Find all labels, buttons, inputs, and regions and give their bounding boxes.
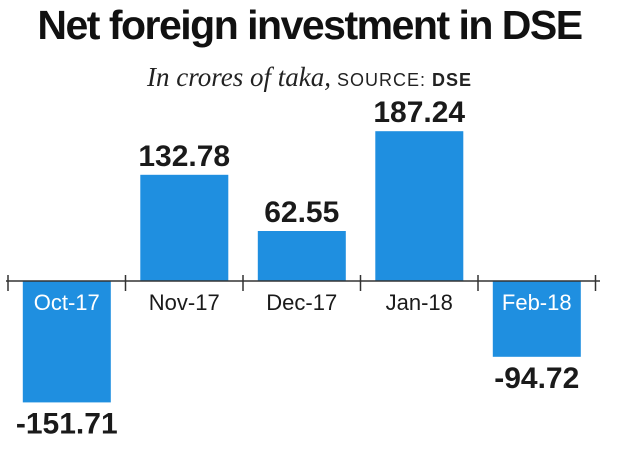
data-label: 62.55 <box>264 196 339 229</box>
x-tick-label: Oct-17 <box>34 290 100 315</box>
source-name: DSE <box>431 70 472 90</box>
data-label: 132.78 <box>138 140 230 173</box>
bar-nov-17 <box>140 174 229 281</box>
bar-dec-17 <box>257 231 346 281</box>
source-prefix: SOURCE: <box>336 70 426 90</box>
x-tick-label: Dec-17 <box>266 290 337 315</box>
data-label: 187.24 <box>373 96 465 129</box>
bar-jan-18 <box>375 131 464 281</box>
subtitle-units: In crores of taka, <box>146 62 331 92</box>
data-label: -151.71 <box>16 407 118 440</box>
x-tick-label: Feb-18 <box>502 290 572 315</box>
chart-title: Net foreign investment in DSE <box>37 2 583 48</box>
x-tick-label: Nov-17 <box>149 290 220 315</box>
bar-oct-17 <box>22 281 111 403</box>
x-tick-label: Jan-18 <box>386 290 453 315</box>
source-credit: SOURCE: DSE <box>337 70 472 90</box>
bar-feb-18 <box>492 281 581 357</box>
chart-subtitle: In crores of taka, SOURCE: DSE <box>0 62 619 93</box>
data-label: -94.72 <box>494 362 579 395</box>
